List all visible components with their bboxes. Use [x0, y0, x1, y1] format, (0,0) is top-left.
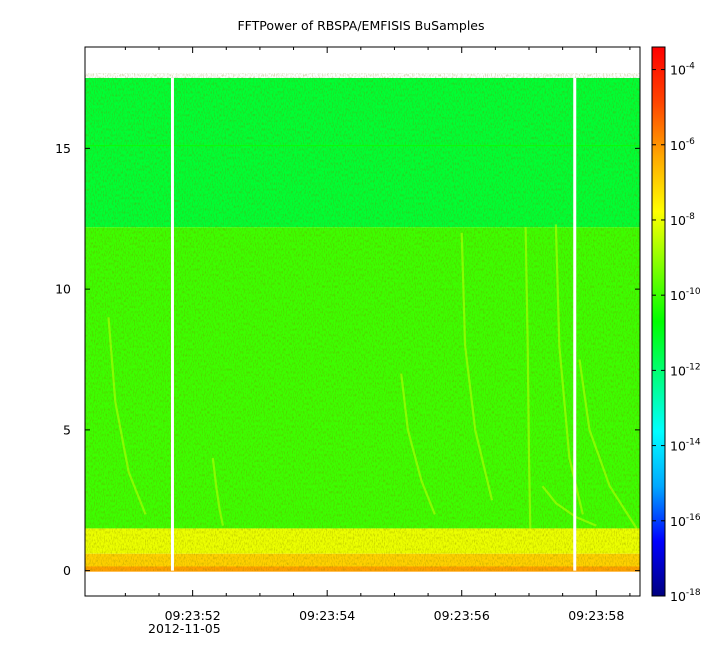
colorbar-ticks: 10-4 10-6 10-8 10-10 10-12 10-14 10-16 10-18: [652, 62, 701, 604]
data-gaps: [170, 77, 577, 571]
x-tick-label: 09:23:56: [434, 608, 490, 623]
y-tick-label: 0: [63, 563, 71, 578]
emission-streak: [578, 359, 638, 529]
emission-streak: [400, 373, 436, 515]
colorbar-tick-label: 10-10: [670, 287, 701, 303]
spectrogram-texture: [85, 73, 640, 571]
colorbar-frame: [651, 46, 666, 597]
colorbar-tick-label: 10-16: [670, 513, 701, 529]
plot-frame: [84, 46, 641, 597]
plot-area: [85, 73, 640, 572]
colorbar: 10-4 10-6 10-8 10-10 10-12 10-14 10-16 10-18: [651, 46, 701, 604]
emission-streak: [524, 227, 532, 529]
y-axis: 0 5 10 15: [55, 141, 640, 578]
chart-title: FFTPower of RBSPA/EMFISIS BuSamples: [237, 18, 484, 33]
emission-streak: [460, 232, 494, 501]
emission-streak: [541, 485, 597, 527]
colorbar-tick-label: 10-8: [670, 212, 695, 228]
x-tick-label: 09:23:54: [299, 608, 355, 623]
x-date-label: 2012-11-05: [148, 621, 221, 636]
y-tick-label: 5: [63, 422, 71, 437]
colorbar-tick-label: 10-6: [670, 137, 695, 153]
colorbar-tick-label: 10-4: [670, 62, 695, 78]
y-tick-label: 10: [55, 282, 71, 297]
x-axis: 09:23:52 09:23:54 09:23:56 09:23:58: [124, 47, 631, 623]
data-gap: [170, 77, 174, 571]
colorbar-tick-label: 10-18: [670, 588, 701, 604]
y-tick-label: 15: [55, 141, 71, 156]
x-tick-label: 09:23:52: [165, 608, 221, 623]
data-gap: [573, 77, 577, 571]
x-tick-label: 09:23:58: [568, 608, 624, 623]
emission-streak: [107, 317, 147, 515]
colorbar-fill: [652, 47, 665, 596]
colorbar-tick-label: 10-12: [670, 362, 701, 378]
colorbar-tick-label: 10-14: [670, 438, 701, 454]
emission-streak: [211, 457, 224, 526]
